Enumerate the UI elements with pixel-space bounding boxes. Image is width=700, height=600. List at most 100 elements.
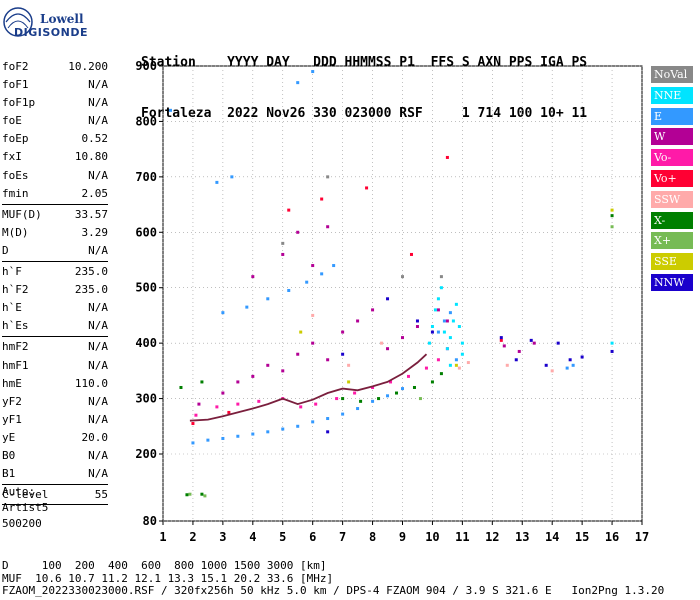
data-point — [266, 430, 270, 434]
param-value: N/A — [88, 467, 108, 481]
data-point — [236, 402, 240, 406]
param-row: C-level 55 — [2, 486, 108, 504]
data-point — [185, 493, 189, 497]
data-point — [415, 319, 419, 323]
data-point — [296, 352, 300, 356]
autoscaling-info: Auto: Artist5 500200 — [2, 484, 48, 532]
params-separator — [2, 336, 108, 338]
data-point — [580, 355, 584, 359]
legend-item: X+ — [651, 232, 693, 250]
logo-line1: Lowell — [40, 12, 84, 26]
data-point — [266, 297, 270, 301]
param-row: fxI 10.80 — [2, 148, 108, 166]
data-point — [401, 336, 404, 340]
data-point — [371, 308, 375, 312]
data-point — [439, 286, 443, 290]
auto-version: 500200 — [2, 517, 42, 530]
x-tick-label: 12 — [485, 530, 499, 544]
data-point — [335, 397, 339, 401]
data-point — [544, 363, 548, 367]
param-name: yF1 — [2, 412, 22, 426]
legend-item: NNW — [651, 273, 693, 291]
data-point — [610, 208, 614, 212]
data-point — [359, 399, 363, 403]
data-point — [568, 358, 572, 362]
param-value: 110.0 — [74, 376, 108, 390]
param-row: foF2 10.200 — [2, 58, 108, 76]
param-row: foEs N/A — [2, 167, 108, 185]
polarization-legend: NoVal NNE E W Vo- Vo+ SSW X- X+ SSE NNW — [651, 66, 693, 295]
x-tick-label: 11 — [455, 530, 469, 544]
param-name: hmF2 — [2, 340, 29, 354]
data-point — [326, 430, 330, 434]
legend-item: Vo+ — [651, 169, 693, 187]
header-labels: Station YYYY DAY DDD HHMMSS P1 FFS S AXN… — [141, 55, 588, 70]
data-point — [460, 341, 464, 345]
param-value: N/A — [88, 319, 108, 333]
legend-item: SSE — [651, 253, 693, 271]
data-point — [610, 225, 614, 229]
data-point — [565, 366, 569, 370]
data-point — [206, 438, 210, 442]
data-point — [356, 319, 360, 323]
param-row: fmin 2.05 — [2, 185, 108, 203]
param-name: foF2 — [2, 60, 29, 73]
station-header: Station YYYY DAY DDD HHMMSS P1 FFS S AXN… — [141, 20, 587, 139]
param-value: 10.200 — [68, 60, 108, 73]
data-point — [314, 402, 318, 406]
data-point — [221, 436, 225, 440]
params-separator — [2, 504, 108, 506]
data-point — [439, 372, 443, 376]
x-tick-label: 4 — [249, 530, 256, 544]
data-point — [433, 308, 437, 312]
param-name: D — [2, 243, 9, 257]
data-point — [194, 413, 198, 417]
param-row: h`F 235.0 — [2, 263, 108, 281]
data-point — [287, 288, 291, 292]
data-point — [281, 252, 285, 256]
data-point — [326, 417, 330, 421]
data-point — [347, 380, 351, 384]
param-value: N/A — [88, 358, 108, 372]
data-point — [281, 427, 285, 431]
data-point — [571, 363, 575, 367]
data-point — [409, 252, 413, 256]
legend-item: E — [651, 107, 693, 125]
data-point — [320, 197, 324, 201]
footer-distance-row: D 100 200 400 600 800 1000 1500 3000 [km… — [2, 559, 327, 572]
data-point — [296, 424, 300, 428]
param-row: hmF1 N/A — [2, 357, 108, 375]
data-point — [311, 264, 315, 268]
y-tick-label: 600 — [135, 225, 157, 239]
data-point — [188, 492, 192, 496]
data-point — [221, 311, 225, 315]
param-row: M(D) 3.29 — [2, 224, 108, 242]
data-point — [445, 347, 449, 351]
data-point — [466, 361, 470, 365]
data-point — [430, 380, 434, 384]
data-point — [353, 391, 357, 395]
data-point — [430, 325, 434, 329]
param-value: N/A — [88, 340, 108, 354]
param-row: foF1p N/A — [2, 94, 108, 112]
legend-item: X- — [651, 211, 693, 229]
data-point — [505, 363, 509, 367]
data-point — [230, 175, 234, 179]
data-point — [436, 308, 440, 312]
data-point — [326, 358, 330, 362]
data-point — [556, 341, 560, 345]
data-point — [457, 325, 461, 329]
y-tick-label: 500 — [135, 281, 157, 295]
param-value: 3.29 — [81, 225, 109, 239]
data-point — [451, 319, 455, 323]
data-point — [377, 397, 381, 401]
param-name: foE — [2, 114, 22, 128]
data-point — [499, 338, 503, 342]
data-point — [305, 280, 309, 284]
data-point — [281, 369, 285, 373]
data-point — [296, 230, 300, 234]
param-name: hmF1 — [2, 358, 29, 372]
data-point — [179, 385, 183, 389]
param-value: 20.0 — [81, 430, 109, 444]
param-row: h`Es N/A — [2, 317, 108, 335]
